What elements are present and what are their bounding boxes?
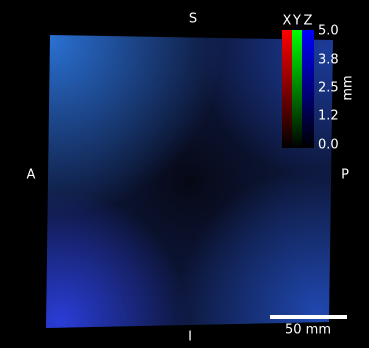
viewer: X Y Z 5.0 3.8 2.5 1.2 0.0 mm S I A P 50 … <box>0 0 369 348</box>
orientation-right: P <box>341 168 349 183</box>
channel-label: Y <box>292 14 301 29</box>
colorbar-tick: 0.0 <box>318 138 339 153</box>
colorbar-tick: 3.8 <box>318 53 339 68</box>
colorbar-y <box>292 30 302 148</box>
scale-bar <box>270 315 347 319</box>
colorbar-tick: 2.5 <box>318 81 339 96</box>
colorbar-x <box>282 30 292 148</box>
orientation-top: S <box>189 12 197 27</box>
colorbar-tick: 1.2 <box>318 109 339 124</box>
colorbar-unit: mm <box>341 75 356 100</box>
scale-bar-label: 50 mm <box>285 323 331 338</box>
colorbar-tick: 5.0 <box>318 24 339 39</box>
orientation-left: A <box>27 168 36 183</box>
channel-label: X <box>283 14 292 29</box>
colorbar-z <box>302 30 314 148</box>
channel-label: Z <box>304 14 313 29</box>
orientation-bottom: I <box>188 330 192 345</box>
